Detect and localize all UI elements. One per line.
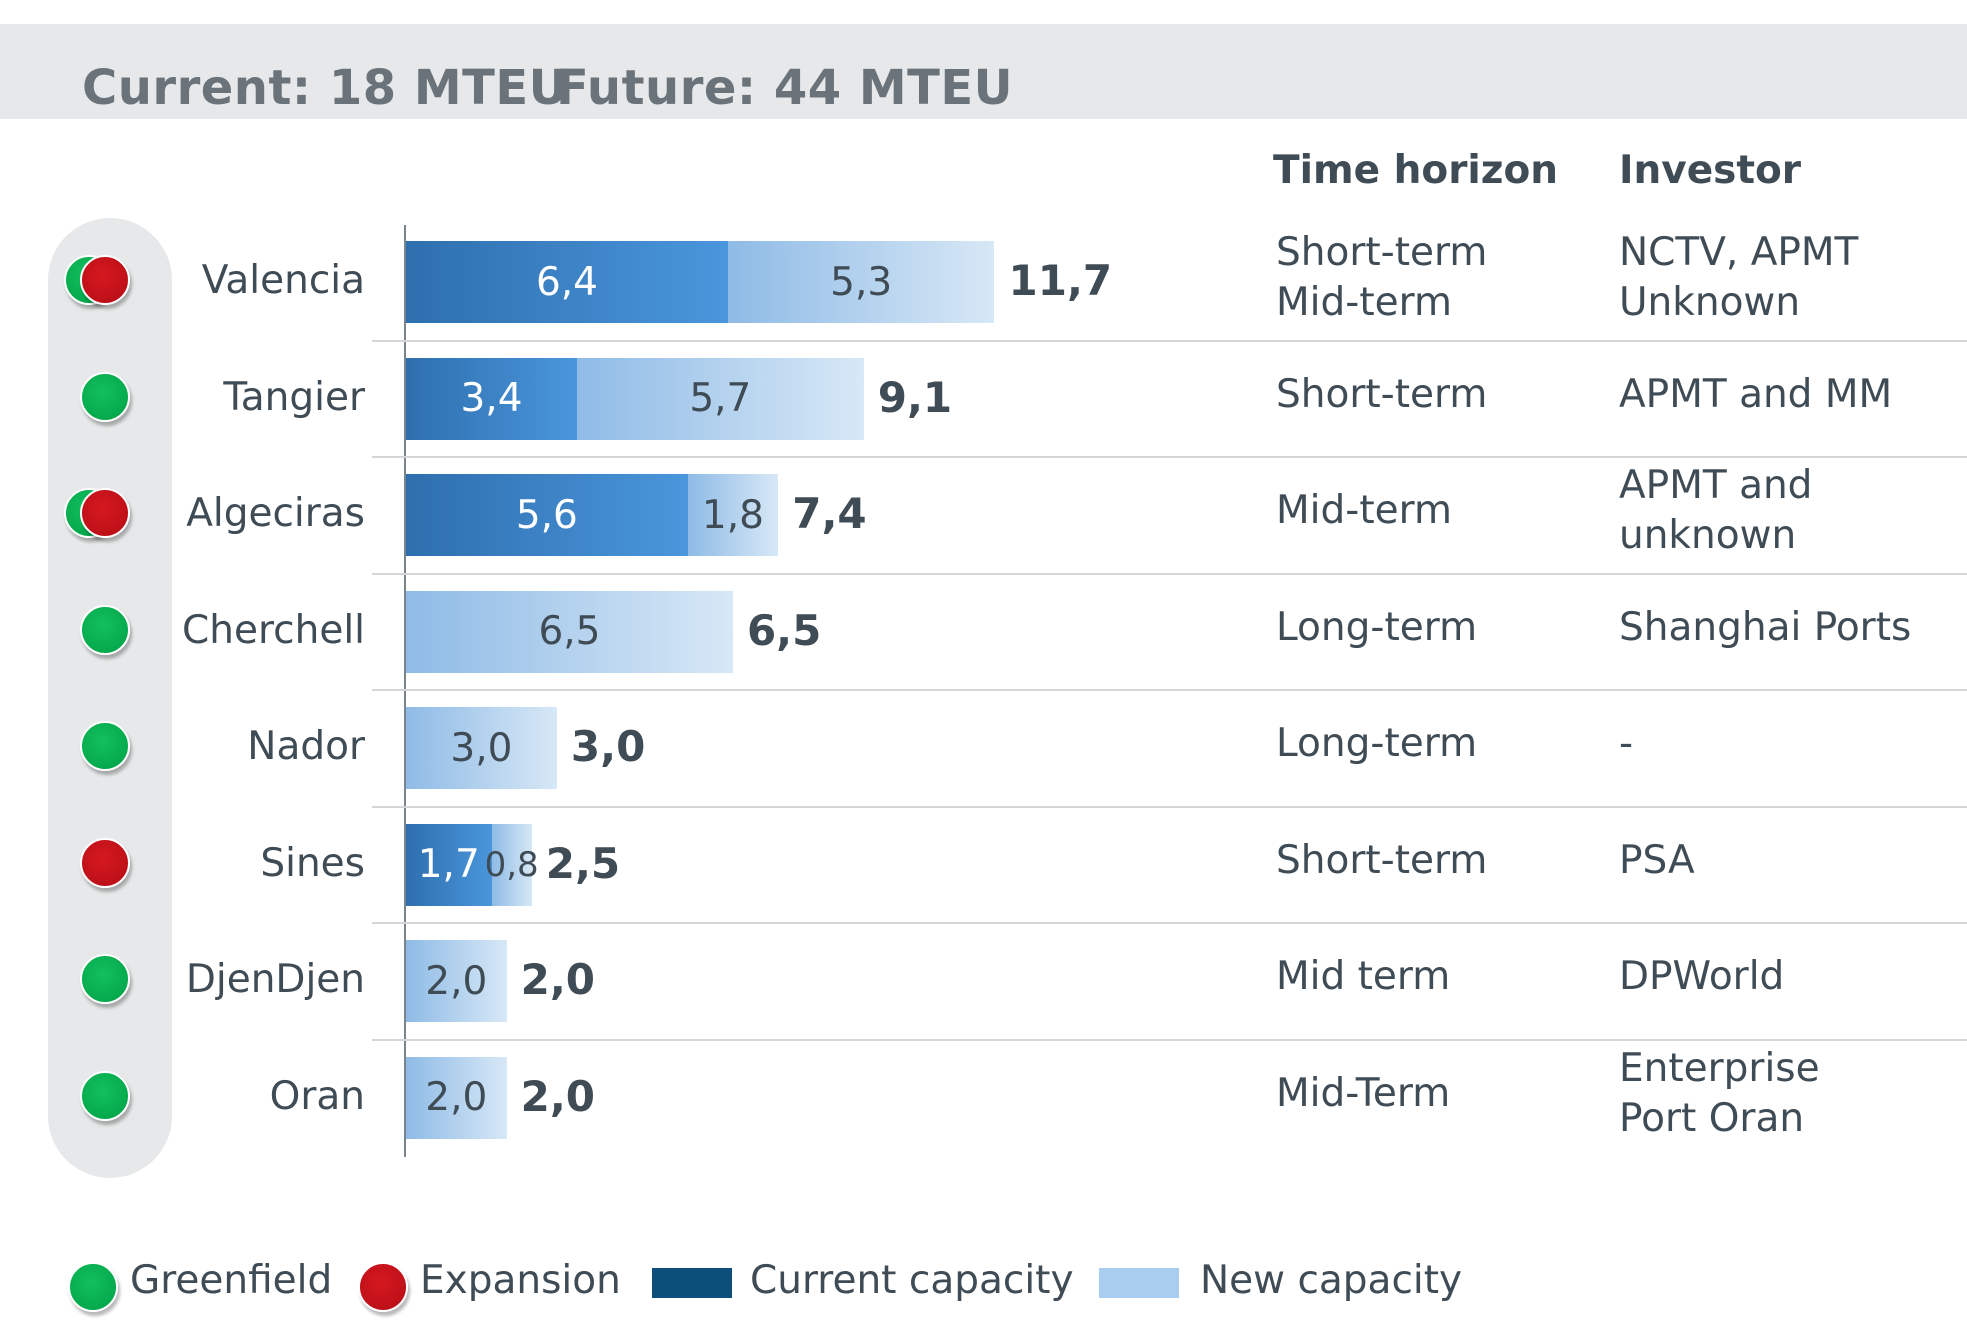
- new-capacity-bar: 1,8: [687, 474, 779, 556]
- greenfield-icon: [80, 954, 130, 1004]
- new-capacity-legend-swatch: [1099, 1268, 1179, 1298]
- current-capacity-bar: 5,6: [406, 474, 688, 556]
- current-capacity-bar: 3,4: [406, 357, 578, 440]
- time-horizon-cell: Long-term: [1276, 604, 1478, 650]
- row-separator: [372, 572, 1967, 575]
- header-banner: Current: 18 MTEU Future: 44 MTEU: [0, 24, 1967, 119]
- expansion-icon: [80, 837, 130, 888]
- greenfield-legend-icon: [68, 1262, 118, 1312]
- port-label: Valencia: [201, 258, 365, 303]
- current-capacity-heading: Current: 18 MTEU: [82, 60, 569, 116]
- expansion-icon: [80, 255, 130, 305]
- total-capacity-label: 2,0: [520, 955, 595, 1004]
- investor-cell: APMT and: [1619, 463, 1813, 508]
- row-separator: [372, 1038, 1967, 1041]
- port-label: Nador: [247, 724, 365, 769]
- greenfield-icon: [80, 371, 130, 422]
- greenfield-icon: [80, 1070, 130, 1121]
- row-separator: [372, 805, 1967, 808]
- investor-cell: Unknown: [1619, 280, 1801, 325]
- time-horizon-cell: Mid-term: [1276, 280, 1452, 325]
- new-capacity-bar: 0,8: [485, 823, 539, 906]
- future-capacity-heading: Future: 44 MTEU: [556, 60, 1014, 116]
- time-horizon-cell: Short-term: [1276, 371, 1488, 417]
- new-capacity-bar: 5,3: [727, 241, 995, 323]
- new-capacity-bar: 3,0: [406, 707, 557, 789]
- time-horizon-cell: Mid-term: [1276, 488, 1452, 533]
- greenfield-legend-label: Greenfield: [130, 1258, 333, 1303]
- total-capacity-label: 6,5: [746, 605, 822, 655]
- row-separator: [372, 922, 1967, 924]
- total-capacity-label: 7,4: [792, 489, 867, 538]
- port-label: Oran: [269, 1073, 365, 1119]
- investor-header: Investor: [1619, 148, 1802, 193]
- investor-cell: Enterprise: [1619, 1045, 1820, 1091]
- greenfield-icon: [80, 604, 130, 655]
- total-capacity-label: 3,0: [570, 722, 646, 771]
- investor-cell: PSA: [1619, 837, 1695, 883]
- expansion-icon: [80, 488, 130, 538]
- port-label: Sines: [260, 840, 365, 886]
- investor-cell: NCTV, APMT: [1619, 230, 1859, 275]
- new-capacity-bar: 5,7: [577, 357, 864, 440]
- time-horizon-cell: Mid-Term: [1276, 1070, 1451, 1116]
- time-horizon-header: Time horizon: [1273, 148, 1559, 193]
- investor-cell: Port Oran: [1619, 1095, 1805, 1141]
- total-capacity-label: 2,0: [520, 1071, 595, 1121]
- time-horizon-cell: Mid term: [1276, 954, 1451, 999]
- new-capacity-bar: 6,5: [406, 590, 733, 673]
- port-label: Tangier: [223, 374, 365, 420]
- investor-cell: unknown: [1619, 513, 1797, 558]
- current-capacity-bar: 6,4: [406, 241, 728, 323]
- total-capacity-label: 11,7: [1008, 256, 1113, 305]
- investor-cell: DPWorld: [1619, 954, 1785, 999]
- row-separator: [372, 456, 1967, 458]
- new-capacity-bar: 2,0: [406, 940, 507, 1022]
- project-type-panel: [48, 218, 172, 1178]
- row-separator: [372, 339, 1967, 342]
- row-separator: [372, 689, 1967, 691]
- investor-cell: Shanghai Ports: [1619, 604, 1912, 650]
- time-horizon-cell: Long-term: [1276, 721, 1478, 766]
- port-label: Cherchell: [182, 607, 365, 653]
- greenfield-icon: [80, 721, 130, 771]
- time-horizon-cell: Short-term: [1276, 837, 1488, 883]
- total-capacity-label: 9,1: [877, 372, 953, 422]
- port-label: DjenDjen: [185, 957, 365, 1002]
- new-capacity-bar: 2,0: [406, 1056, 507, 1139]
- current-capacity-legend-swatch: [652, 1268, 732, 1298]
- expansion-legend-label: Expansion: [420, 1258, 621, 1303]
- category-axis: [404, 225, 406, 1157]
- investor-cell: APMT and MM: [1619, 371, 1893, 417]
- port-label: Algeciras: [186, 491, 365, 536]
- expansion-legend-icon: [358, 1262, 408, 1312]
- new-capacity-legend-label: New capacity: [1200, 1258, 1463, 1303]
- current-capacity-bar: 1,7: [406, 823, 492, 906]
- time-horizon-cell: Short-term: [1276, 230, 1488, 275]
- current-capacity-legend-label: Current capacity: [750, 1258, 1074, 1303]
- investor-cell: -: [1619, 721, 1634, 766]
- total-capacity-label: 2,5: [545, 838, 621, 888]
